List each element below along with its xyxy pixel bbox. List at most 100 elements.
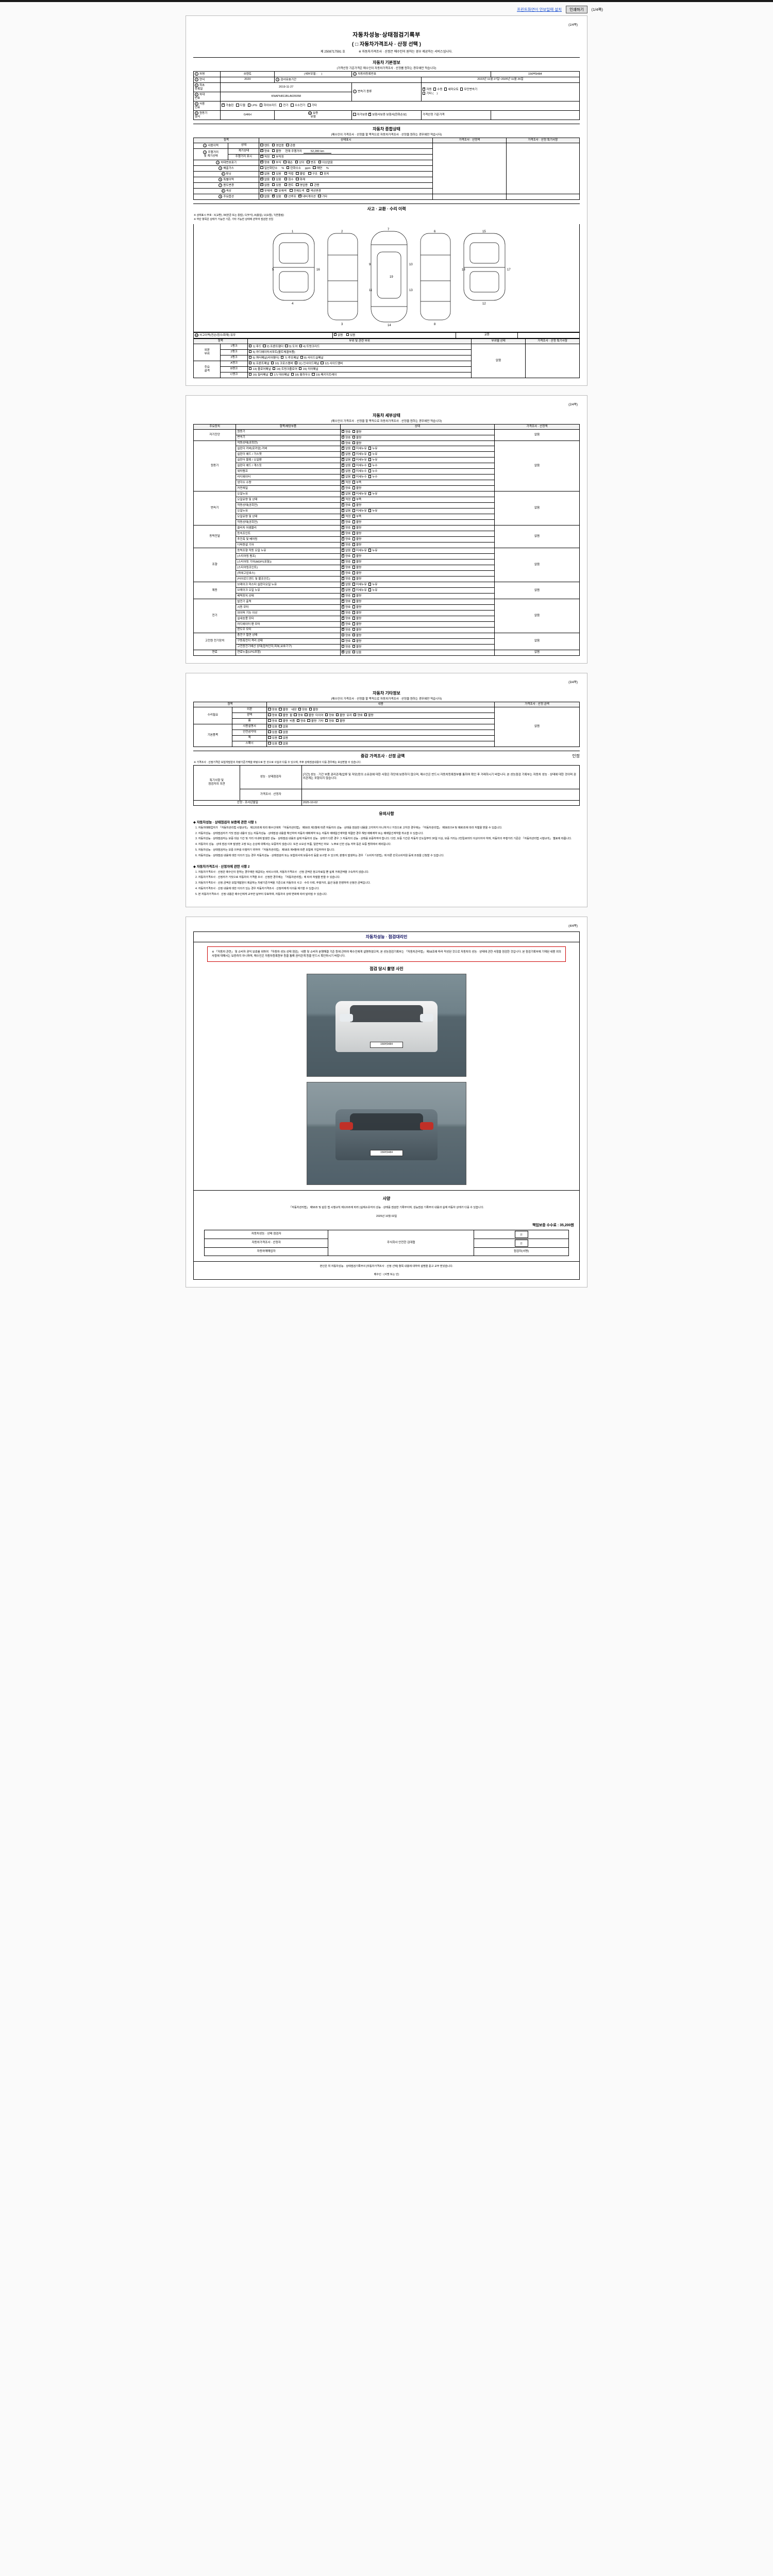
checkbox-불량[interactable] bbox=[352, 600, 355, 603]
checkbox-part-wheelhouse[interactable] bbox=[291, 372, 294, 376]
checkbox-없음[interactable] bbox=[341, 548, 344, 552]
checkbox-불량[interactable] bbox=[352, 430, 355, 433]
checkbox-양호[interactable] bbox=[341, 537, 344, 540]
checkbox-meter-bad[interactable] bbox=[272, 149, 275, 152]
checkbox-불량[interactable] bbox=[352, 520, 355, 523]
checkbox-special-fire[interactable] bbox=[296, 177, 299, 181]
checkbox-미세누수[interactable] bbox=[352, 464, 355, 467]
checkbox-vin-good[interactable] bbox=[260, 160, 263, 164]
checkbox-fuel-electric[interactable] bbox=[279, 104, 282, 107]
checkbox-미세누유[interactable] bbox=[352, 588, 355, 591]
checkbox-tuning-device[interactable] bbox=[320, 172, 323, 175]
checkbox-option-sunroof[interactable] bbox=[284, 194, 288, 198]
checkbox-불량[interactable] bbox=[352, 639, 355, 642]
checkbox-미세누유[interactable] bbox=[352, 447, 355, 450]
checkbox-누수[interactable] bbox=[368, 469, 372, 472]
checkbox-wheel-bad[interactable] bbox=[305, 713, 308, 717]
checkbox-tuning-structure[interactable] bbox=[308, 172, 311, 175]
checkbox-trans-manual[interactable] bbox=[433, 88, 436, 91]
checkbox-양호[interactable] bbox=[341, 554, 344, 557]
checkbox-불량[interactable] bbox=[352, 628, 355, 631]
checkbox-use-gov[interactable] bbox=[286, 143, 289, 147]
checkbox-불량[interactable] bbox=[352, 577, 355, 580]
checkbox-part-rearpanel[interactable] bbox=[298, 367, 302, 370]
checkbox-part-door[interactable] bbox=[285, 344, 288, 348]
checkbox-없음[interactable] bbox=[341, 469, 344, 472]
checkbox-불량[interactable] bbox=[352, 617, 355, 620]
checkbox-양호[interactable] bbox=[341, 503, 344, 506]
checkbox-option-other[interactable] bbox=[318, 194, 321, 198]
checkbox-불량[interactable] bbox=[352, 560, 355, 563]
checkbox-part-roof[interactable] bbox=[280, 355, 284, 359]
checkbox-불량[interactable] bbox=[352, 605, 355, 608]
checkbox-누수[interactable] bbox=[368, 464, 372, 467]
checkbox-양호[interactable] bbox=[341, 616, 344, 620]
checkbox-불량[interactable] bbox=[352, 532, 355, 535]
checkbox-tire-good[interactable] bbox=[325, 713, 328, 717]
checkbox-tire-bad[interactable] bbox=[335, 713, 339, 717]
checkbox-양호[interactable] bbox=[341, 594, 344, 597]
print-button[interactable]: 인쇄하기 bbox=[566, 5, 587, 13]
checkbox-vin-diff[interactable] bbox=[295, 160, 298, 164]
checkbox-불량[interactable] bbox=[352, 554, 355, 557]
checkbox-양호[interactable] bbox=[341, 543, 344, 546]
checkbox-없음[interactable] bbox=[341, 457, 344, 461]
checkbox-없음[interactable] bbox=[341, 588, 344, 591]
checkbox-누유[interactable] bbox=[368, 509, 372, 512]
checkbox-glass-good[interactable] bbox=[353, 713, 357, 717]
checkbox-양호[interactable] bbox=[341, 435, 344, 439]
checkbox-room-bad[interactable] bbox=[279, 719, 282, 722]
checkbox-color-achromatic[interactable] bbox=[260, 189, 263, 192]
checkbox-양호[interactable] bbox=[341, 639, 345, 642]
checkbox-부족[interactable] bbox=[352, 481, 355, 484]
checkbox-part-frontfender[interactable] bbox=[263, 344, 266, 348]
checkbox-불량[interactable] bbox=[352, 566, 355, 569]
checkbox-etc-bad[interactable] bbox=[335, 719, 339, 722]
checkbox-양호[interactable] bbox=[341, 645, 345, 648]
checkbox-part-trunklid[interactable] bbox=[299, 344, 303, 348]
checkbox-불량[interactable] bbox=[352, 526, 355, 529]
checkbox-불량[interactable] bbox=[352, 633, 355, 637]
checkbox-usechange-rent[interactable] bbox=[284, 183, 288, 187]
checkbox-누유[interactable] bbox=[368, 549, 372, 552]
checkbox-tuning-illegal[interactable] bbox=[296, 172, 299, 175]
checkbox-part-radiator-support[interactable] bbox=[248, 350, 252, 353]
checkbox-trans-semiauto[interactable] bbox=[444, 88, 447, 91]
checkbox-누유[interactable] bbox=[368, 583, 372, 586]
checkbox-없음[interactable] bbox=[341, 463, 344, 467]
checkbox-누유[interactable] bbox=[368, 492, 372, 495]
checkbox-part-frontpanel[interactable] bbox=[248, 361, 252, 365]
checkbox-vin-altered[interactable] bbox=[307, 160, 310, 164]
checkbox-part-floorpanel[interactable] bbox=[248, 367, 252, 370]
checkbox-없음[interactable] bbox=[341, 509, 344, 512]
checkbox-양호[interactable] bbox=[341, 526, 344, 529]
checkbox-tuning-none[interactable] bbox=[260, 172, 263, 175]
checkbox-special-none[interactable] bbox=[260, 177, 263, 181]
checkbox-interior-bad[interactable] bbox=[309, 707, 312, 711]
checkbox-triangle-yes[interactable] bbox=[268, 730, 271, 734]
checkbox-fuel-lpg[interactable] bbox=[247, 104, 251, 107]
checkbox-누유[interactable] bbox=[368, 588, 372, 591]
checkbox-양호[interactable] bbox=[341, 599, 344, 603]
checkbox-option-none[interactable] bbox=[260, 194, 263, 198]
checkbox-vin-corrosion[interactable] bbox=[272, 160, 275, 164]
checkbox-없음[interactable] bbox=[341, 492, 344, 495]
checkbox-양호[interactable] bbox=[341, 520, 344, 523]
checkbox-spanner-no[interactable] bbox=[279, 741, 282, 745]
checkbox-warranty-insurer[interactable] bbox=[368, 112, 371, 116]
checkbox-part-crossmember[interactable] bbox=[271, 361, 274, 365]
checkbox-part-sidemember[interactable] bbox=[321, 361, 324, 365]
checkbox-fuel-other[interactable] bbox=[308, 104, 311, 107]
checkbox-미세누유[interactable] bbox=[352, 509, 355, 512]
checkbox-supplies-bad[interactable] bbox=[307, 719, 310, 722]
checkbox-accident-none[interactable] bbox=[333, 333, 337, 336]
checkbox-usechange-none[interactable] bbox=[260, 183, 263, 187]
checkbox-part-quarter[interactable] bbox=[248, 355, 252, 359]
checkbox-불량[interactable] bbox=[352, 571, 355, 574]
checkbox-없음[interactable] bbox=[341, 446, 344, 450]
checkbox-fuel-hydrogen[interactable] bbox=[291, 104, 294, 107]
checkbox-양호[interactable] bbox=[341, 531, 344, 535]
checkbox-미세누유[interactable] bbox=[352, 492, 355, 495]
checkbox-없음[interactable] bbox=[341, 474, 344, 478]
checkbox-mileage-notok[interactable] bbox=[272, 155, 275, 158]
